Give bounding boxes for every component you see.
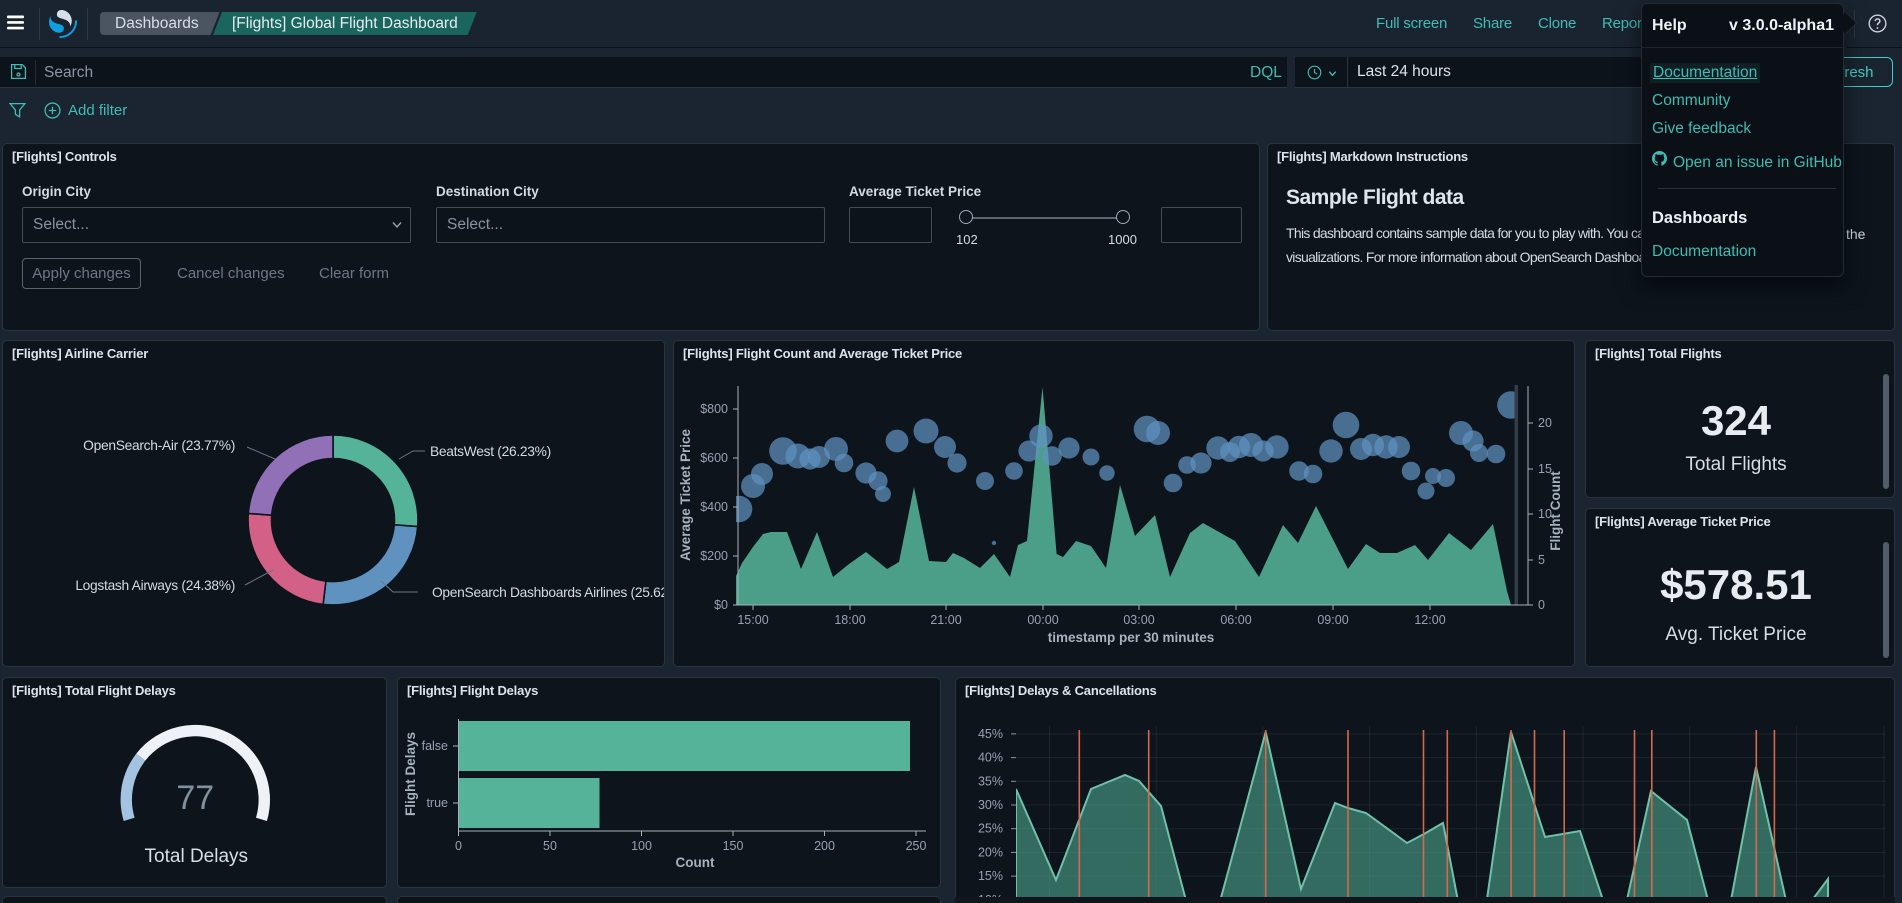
svg-text:15%: 15% xyxy=(978,869,1003,883)
svg-text:timestamp per 30 minutes: timestamp per 30 minutes xyxy=(1048,630,1215,645)
svg-text:30%: 30% xyxy=(978,798,1003,812)
svg-text:15:00: 15:00 xyxy=(737,613,768,627)
svg-text:40%: 40% xyxy=(978,751,1003,765)
svg-text:12:00: 12:00 xyxy=(1414,613,1445,627)
svg-text:200: 200 xyxy=(814,839,835,853)
svg-text:Average Ticket Price: Average Ticket Price xyxy=(678,428,693,561)
svg-text:06:00: 06:00 xyxy=(1220,613,1251,627)
svg-text:OpenSearch-Air (23.77%): OpenSearch-Air (23.77%) xyxy=(83,438,235,453)
svg-text:$400: $400 xyxy=(700,500,728,514)
svg-text:09:00: 09:00 xyxy=(1317,613,1348,627)
svg-text:true: true xyxy=(426,796,448,810)
svg-text:OpenSearch Dashboards Airlines: OpenSearch Dashboards Airlines (25.62% xyxy=(432,585,665,600)
svg-text:18:00: 18:00 xyxy=(834,613,865,627)
svg-text:0: 0 xyxy=(1538,598,1545,612)
svg-text:35%: 35% xyxy=(978,774,1003,788)
svg-text:21:00: 21:00 xyxy=(930,613,961,627)
svg-text:15: 15 xyxy=(1538,462,1552,476)
svg-text:Flight Count: Flight Count xyxy=(1548,471,1563,551)
svg-text:77: 77 xyxy=(176,779,214,817)
svg-text:Flight Delays: Flight Delays xyxy=(403,732,418,816)
svg-text:20%: 20% xyxy=(978,845,1003,859)
svg-text:5: 5 xyxy=(1538,553,1545,567)
svg-text:$0: $0 xyxy=(714,598,728,612)
svg-text:250: 250 xyxy=(906,839,927,853)
svg-text:Count: Count xyxy=(676,855,715,870)
svg-text:false: false xyxy=(422,739,448,753)
svg-text:Total Delays: Total Delays xyxy=(145,846,249,867)
svg-text:20: 20 xyxy=(1538,416,1552,430)
svg-text:00:00: 00:00 xyxy=(1027,613,1058,627)
svg-text:0: 0 xyxy=(455,839,462,853)
svg-text:03:00: 03:00 xyxy=(1123,613,1154,627)
svg-text:10: 10 xyxy=(1538,507,1552,521)
svg-text:BeatsWest (26.23%): BeatsWest (26.23%) xyxy=(430,444,551,459)
svg-text:$200: $200 xyxy=(700,549,728,563)
svg-text:25%: 25% xyxy=(978,822,1003,836)
svg-text:45%: 45% xyxy=(978,727,1003,741)
svg-text:$800: $800 xyxy=(700,402,728,416)
svg-text:$600: $600 xyxy=(700,451,728,465)
svg-text:50: 50 xyxy=(543,839,557,853)
svg-text:150: 150 xyxy=(723,839,744,853)
svg-text:Logstash Airways (24.38%): Logstash Airways (24.38%) xyxy=(75,578,235,593)
svg-text:100: 100 xyxy=(631,839,652,853)
